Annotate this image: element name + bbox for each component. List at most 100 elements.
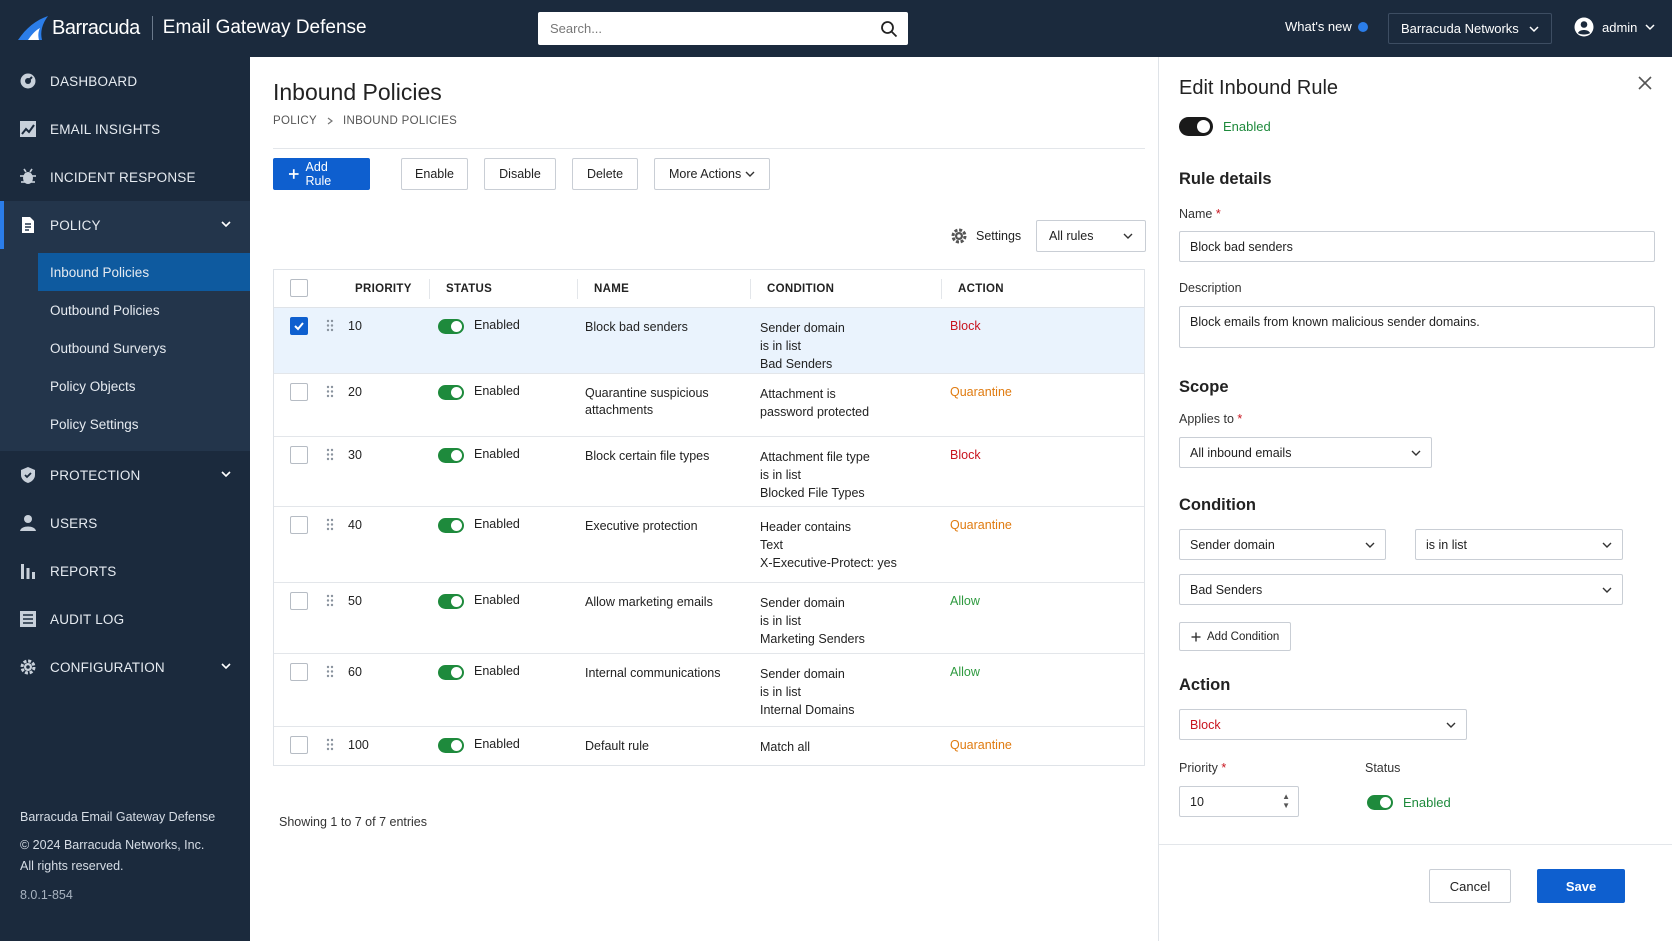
table-row[interactable]: 60 Enabled Internal communications Sende…: [274, 654, 1144, 727]
sidebar-subitem-outbound-surveys[interactable]: Outbound Surverys: [50, 340, 167, 356]
more-actions-button[interactable]: More Actions: [654, 158, 770, 190]
enabled-label: Enabled: [1223, 119, 1271, 134]
row-checkbox[interactable]: [290, 516, 308, 534]
description-label: Description: [1179, 281, 1242, 295]
chevron-down-icon[interactable]: [220, 660, 232, 672]
search-box[interactable]: [538, 12, 908, 45]
rule-name[interactable]: Internal communications: [585, 654, 760, 726]
sidebar-item-users[interactable]: USERS: [0, 499, 250, 547]
drag-handle-icon[interactable]: [326, 374, 348, 436]
table-row[interactable]: 30 Enabled Block certain file types Atta…: [274, 437, 1144, 507]
sidebar-subitem-policy-objects[interactable]: Policy Objects: [50, 378, 136, 394]
priority-stepper[interactable]: 10 ▲ ▼: [1179, 786, 1299, 817]
condition-field-select[interactable]: Sender domain: [1179, 529, 1386, 560]
rule-condition: Attachment file type is in list Blocked Fi…: [760, 437, 950, 506]
toggle-switch[interactable]: [1179, 117, 1213, 136]
drag-handle-icon[interactable]: [326, 308, 348, 373]
search-icon[interactable]: [880, 20, 898, 38]
enable-button[interactable]: Enable: [401, 158, 468, 190]
table-row[interactable]: 50 Enabled Allow marketing emails Sender…: [274, 583, 1144, 654]
rule-name[interactable]: Block certain file types: [585, 437, 760, 506]
row-checkbox[interactable]: [290, 446, 308, 464]
table-row[interactable]: 20 Enabled Quarantine suspicious attachme…: [274, 374, 1144, 437]
table-row[interactable]: 10 Enabled Block bad senders Sender doma…: [274, 308, 1144, 374]
description-field[interactable]: Block emails from known malicious sender…: [1179, 306, 1655, 348]
status-toggle-switch[interactable]: [438, 319, 464, 334]
condition-value-select[interactable]: Bad Senders: [1179, 574, 1623, 605]
status-toggle-switch[interactable]: [438, 594, 464, 609]
toggle-switch[interactable]: [1367, 795, 1393, 810]
save-button[interactable]: Save: [1537, 869, 1625, 903]
row-checkbox[interactable]: [290, 663, 308, 681]
sidebar-item-email-insights[interactable]: EMAIL INSIGHTS: [0, 105, 250, 153]
sidebar-subitem-inbound-policies[interactable]: Inbound Policies: [38, 253, 250, 291]
column-condition[interactable]: CONDITION: [767, 283, 835, 295]
status-label: Enabled: [474, 664, 520, 678]
action-select[interactable]: Block: [1179, 709, 1467, 740]
sidebar-item-reports[interactable]: REPORTS: [0, 547, 250, 595]
user-menu[interactable]: admin: [1574, 17, 1655, 37]
rule-name[interactable]: Block bad senders: [585, 308, 760, 373]
condition-line: is in list: [760, 685, 801, 699]
sidebar-item-audit-log[interactable]: AUDIT LOG: [0, 595, 250, 643]
add-rule-button[interactable]: Add Rule: [273, 158, 370, 190]
row-checkbox[interactable]: [290, 383, 308, 401]
rule-name[interactable]: Default rule: [585, 727, 760, 765]
sidebar-item-dashboard[interactable]: DASHBOARD: [0, 57, 250, 105]
rule-name[interactable]: Executive protection: [585, 507, 760, 582]
close-icon[interactable]: [1637, 75, 1653, 91]
sidebar-item-protection[interactable]: PROTECTION: [0, 451, 250, 499]
name-field[interactable]: Block bad senders: [1179, 231, 1655, 262]
breadcrumb-policy[interactable]: POLICY: [273, 115, 317, 127]
drag-handle-icon[interactable]: [326, 727, 348, 765]
row-checkbox[interactable]: [290, 736, 308, 754]
status-toggle-switch[interactable]: [438, 448, 464, 463]
chevron-down-icon[interactable]: [220, 468, 232, 480]
rule-enabled-toggle[interactable]: Enabled: [1179, 117, 1271, 136]
column-action[interactable]: ACTION: [958, 283, 1004, 295]
status-toggle-switch[interactable]: [438, 385, 464, 400]
row-checkbox[interactable]: [290, 317, 308, 335]
rules-filter-select[interactable]: All rules: [1036, 220, 1146, 252]
column-priority[interactable]: PRIORITY: [355, 283, 412, 295]
drag-handle-icon[interactable]: [326, 507, 348, 582]
chevron-down-icon[interactable]: [220, 218, 232, 230]
disable-button[interactable]: Disable: [484, 158, 556, 190]
rule-name[interactable]: Allow marketing emails: [585, 583, 760, 653]
column-name[interactable]: NAME: [594, 283, 630, 295]
delete-button[interactable]: Delete: [572, 158, 638, 190]
drag-handle-icon[interactable]: [326, 583, 348, 653]
drag-handle-icon[interactable]: [326, 437, 348, 506]
table-row[interactable]: 40 Enabled Executive protection Header c…: [274, 507, 1144, 583]
row-checkbox[interactable]: [290, 592, 308, 610]
search-input[interactable]: [550, 21, 880, 36]
status-toggle[interactable]: Enabled: [1367, 794, 1451, 810]
settings-button[interactable]: Settings: [950, 227, 1021, 245]
rule-name[interactable]: Quarantine suspicious attachments: [585, 374, 760, 436]
cancel-button[interactable]: Cancel: [1429, 869, 1511, 903]
select-all-checkbox[interactable]: [290, 279, 308, 297]
column-status[interactable]: STATUS: [446, 283, 493, 295]
rule-priority: 10: [348, 319, 362, 333]
add-condition-button[interactable]: Add Condition: [1179, 622, 1292, 651]
sidebar-subitem-outbound-policies[interactable]: Outbound Policies: [50, 302, 160, 318]
stepper-arrows-icon[interactable]: ▲ ▼: [1282, 792, 1290, 810]
organization-selector[interactable]: Barracuda Networks: [1388, 13, 1552, 44]
condition-heading: Condition: [1179, 496, 1256, 514]
sidebar-item-policy[interactable]: POLICY: [0, 201, 250, 249]
rule-status: Enabled: [438, 654, 585, 726]
drag-handle-icon[interactable]: [326, 654, 348, 726]
sidebar-subitem-policy-settings[interactable]: Policy Settings: [50, 416, 139, 432]
status-toggle-switch[interactable]: [438, 518, 464, 533]
status-toggle-switch[interactable]: [438, 665, 464, 680]
condition-operator-select[interactable]: is in list: [1415, 529, 1623, 560]
whats-new-link[interactable]: What's new: [1285, 19, 1368, 34]
barracuda-logo[interactable]: Barracuda Email Gateway Defense: [16, 12, 367, 44]
sidebar-item-configuration[interactable]: CONFIGURATION: [0, 643, 250, 691]
status-toggle-switch[interactable]: [438, 738, 464, 753]
condition-line: is in list: [760, 339, 801, 353]
page-title: Inbound Policies: [273, 79, 442, 105]
sidebar-item-incident-response[interactable]: INCIDENT RESPONSE: [0, 153, 250, 201]
table-row[interactable]: 100 Enabled Default rule Match all Quara…: [274, 727, 1144, 765]
applies-to-select[interactable]: All inbound emails: [1179, 437, 1432, 468]
